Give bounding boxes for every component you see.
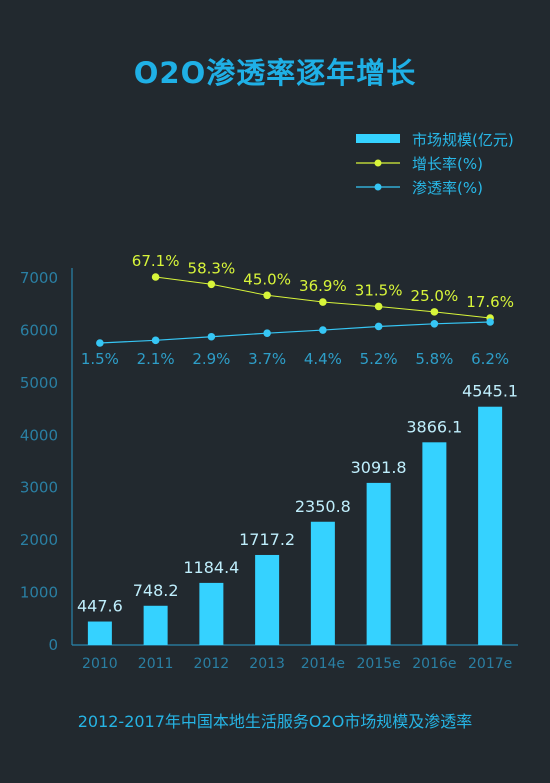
legend-growth-swatch <box>356 159 400 167</box>
growth-rate-point <box>374 302 383 311</box>
growth-rate-label: 58.3% <box>188 259 236 277</box>
penetration-rate-label: 2.9% <box>192 350 230 368</box>
penetration-rate-line <box>99 321 491 344</box>
x-tick-label: 2010 <box>82 656 118 672</box>
growth-rate-label: 17.6% <box>466 293 514 311</box>
bar-value-label: 3866.1 <box>406 417 462 436</box>
penetration-rate-label: 2.1% <box>137 350 175 368</box>
x-tick-label: 2014e <box>301 656 345 672</box>
bar-value-label: 2350.8 <box>295 497 351 516</box>
growth-rate-label: 45.0% <box>243 270 291 288</box>
x-tick-label: 2017e <box>468 656 512 672</box>
y-tick-label: 7000 <box>20 269 58 287</box>
x-tick-label: 2015e <box>357 656 401 672</box>
bar <box>143 605 168 645</box>
growth-rate-label: 31.5% <box>355 281 403 299</box>
penetration-rate-point <box>486 318 494 326</box>
legend-penetration-swatch <box>356 183 400 191</box>
legend-label-growth: 增长率(%) <box>412 155 483 173</box>
bar-value-label: 3091.8 <box>351 458 407 477</box>
growth-rate-point <box>151 273 160 281</box>
y-tick-label: 1000 <box>20 584 58 602</box>
y-tick-label: 3000 <box>20 479 58 497</box>
y-tick-label: 0 <box>48 636 58 654</box>
x-tick-label: 2013 <box>249 656 285 672</box>
y-tick-label: 6000 <box>20 321 58 339</box>
legend-label-penetration: 渗透率(%) <box>412 179 483 197</box>
chart-footer-caption: 2012-2017年中国本地生活服务O2O市场规模及渗透率 <box>77 712 473 731</box>
penetration-rate-point <box>207 332 216 341</box>
penetration-rate-label: 4.4% <box>304 350 342 368</box>
penetration-rate-point <box>96 339 104 347</box>
legend-label-market-size: 市场规模(亿元) <box>412 131 514 149</box>
y-tick-label: 5000 <box>20 374 58 392</box>
penetration-rate-point <box>263 329 271 337</box>
growth-rate-label: 25.0% <box>411 287 459 305</box>
growth-rate-label: 36.9% <box>299 277 347 295</box>
penetration-rate-label: 6.2% <box>471 350 509 368</box>
penetration-rate-point <box>319 326 327 334</box>
penetration-rate-label: 1.5% <box>81 350 119 368</box>
x-tick-label: 2016e <box>412 656 456 672</box>
growth-rate-point <box>207 280 216 289</box>
bar <box>422 442 447 645</box>
growth-rate-point <box>319 298 327 306</box>
bar-value-label: 447.6 <box>77 597 123 616</box>
growth-rate-point <box>263 291 271 300</box>
penetration-rate-label: 5.2% <box>360 350 398 368</box>
growth-rate-label: 67.1% <box>132 252 180 270</box>
x-tick-label: 2012 <box>194 656 230 672</box>
y-tick-label: 4000 <box>20 426 58 444</box>
bar <box>87 621 112 645</box>
bar <box>478 406 503 645</box>
bar <box>366 482 391 645</box>
penetration-rate-point <box>151 336 160 345</box>
bar-value-label: 748.2 <box>133 581 179 600</box>
growth-rate-point <box>430 308 439 316</box>
bar <box>310 521 335 645</box>
penetration-rate-label: 3.7% <box>248 350 286 368</box>
bar-value-label: 4545.1 <box>462 382 518 401</box>
page-title: O2O渗透率逐年增长 <box>133 56 417 90</box>
legend-bar-swatch <box>356 134 400 143</box>
x-tick-label: 2011 <box>138 656 174 672</box>
penetration-rate-point <box>374 322 383 331</box>
bar <box>199 582 224 645</box>
bar <box>255 554 280 645</box>
penetration-rate-label: 5.8% <box>415 350 453 368</box>
bar-value-label: 1717.2 <box>239 530 295 549</box>
y-tick-label: 2000 <box>20 531 58 549</box>
penetration-rate-point <box>430 319 439 328</box>
bar-value-label: 1184.4 <box>183 558 239 577</box>
